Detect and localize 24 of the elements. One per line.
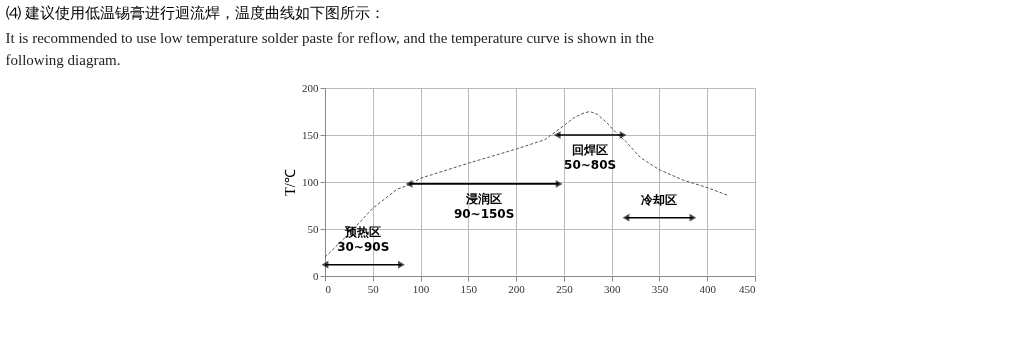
series-label: 浸润区 90~150S — [453, 191, 515, 221]
text: It is recommended to use low temperature solder paste for reflow, and the temperature curve is shown in the — [5, 30, 654, 46]
text: ⑷ 建议使用低温锡膏进行迴流焊，温度曲线如下图所示： — [5, 4, 386, 22]
text: following diagram. — [5, 52, 121, 68]
x-tick-label: 150 — [460, 282, 478, 295]
x-tick-label: 0 — [325, 282, 332, 295]
y-axis-title: T/℃ — [283, 169, 298, 196]
series-label: 冷却区 — [641, 192, 678, 207]
x-tick-label: 300 — [603, 282, 621, 295]
x-tick-label: 350 — [651, 282, 669, 295]
y-tick-label: 50 — [307, 222, 319, 235]
y-tick-label: 100 — [302, 175, 319, 188]
x-tick-label: 200 — [508, 282, 526, 295]
y-tick-label: 200 — [302, 81, 319, 94]
series-label: 预热区 30~90S — [337, 224, 390, 254]
x-tick-label: 50 — [367, 282, 380, 295]
x-tick-label: 250 — [556, 282, 574, 295]
x-tick-label: 450 — [739, 282, 756, 295]
series-label: 回焊区 50~80S — [564, 143, 617, 172]
y-tick-label: 150 — [302, 128, 319, 141]
y-tick-label: 0 — [313, 269, 319, 282]
x-tick-label: 400 — [699, 282, 717, 295]
line-series — [324, 111, 728, 258]
x-tick-label: 100 — [412, 282, 430, 295]
